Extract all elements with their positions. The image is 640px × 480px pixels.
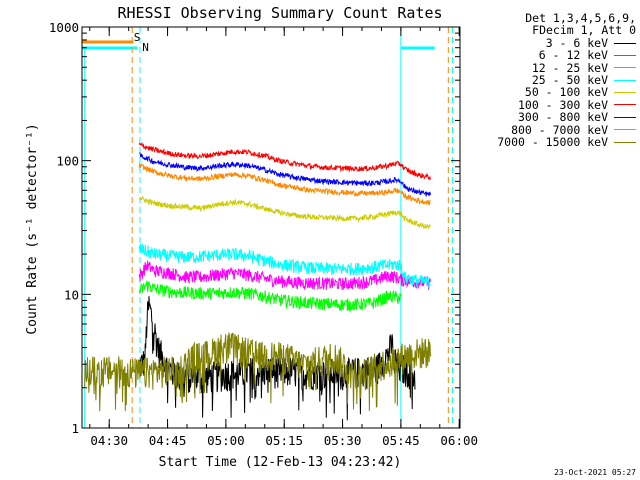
legend-label: 7000 - 15000 keV [497,134,608,149]
annotation-s: S [134,31,141,44]
annotation-n: N [142,41,149,54]
y-tick-label: 10 [64,287,79,302]
legend-item: 3 - 6 keV [480,35,636,50]
legend-header-line-2: FDecim 1, Att 0 [532,23,636,38]
legend-label: 12 - 25 keV [531,60,608,75]
legend-label: 100 - 300 keV [517,97,608,112]
series-line-2 [138,260,431,291]
x-tick-label: 05:45 [382,433,420,448]
legend-label: 50 - 100 keV [524,85,608,100]
legend-item: 7000 - 15000 keV [480,136,636,148]
plot-frame [81,26,461,429]
axes-layer: 04:30 04:45 05:00 05:15 05:30 05:45 06:00 1 10 10… [49,20,478,448]
series-line-9 [84,332,431,412]
legend-item: 12 - 25 keV [480,60,636,75]
x-tick-label: 05:30 [324,433,362,448]
legend-item: 6 - 12 keV [480,48,636,63]
legend-swatch [614,67,636,69]
x-tick-label: 06:00 [440,433,478,448]
legend: Det 1,3,4,5,6,9, FDecim 1, Att 0 3 - 6 k… [480,12,636,148]
legend-swatch [614,104,636,106]
series-line-7 [139,152,431,197]
legend-swatch [614,42,636,44]
y-tick-label: 1000 [49,20,79,35]
legend-swatch [614,92,636,94]
x-axis-label: Start Time (12-Feb-13 04:23:42) [159,455,402,470]
legend-label: 800 - 7000 keV [511,122,608,137]
y-tick-label: 100 [56,154,79,169]
series-layer [84,141,431,421]
legend-header-line-1: Det 1,3,4,5,6,9, [525,11,636,25]
legend-item: 300 - 800 keV [480,110,636,125]
series-line-8 [138,162,431,206]
series-line-4 [138,244,431,289]
legend-item: 50 - 100 keV [480,85,636,100]
legend-rows: 3 - 6 keV 6 - 12 keV 12 - 25 keV 25 - 50 ke… [480,35,636,148]
legend-swatch [614,79,636,81]
legend-swatch [614,116,636,118]
legend-label: 3 - 6 keV [545,35,608,50]
series-line-6 [138,141,431,181]
x-tick-label: 05:15 [265,433,303,448]
overlay-lines: SN [82,27,454,428]
chart-title: RHESSI Observing Summary Count Rates [117,4,442,22]
legend-item: 800 - 7000 keV [480,122,636,137]
x-tick-label: 05:00 [207,433,245,448]
series-line-3 [138,280,402,313]
x-tick-label: 04:30 [90,433,128,448]
x-tick-label: 04:45 [149,433,187,448]
legend-swatch [614,54,636,56]
series-line-5 [139,196,431,229]
legend-item: 25 - 50 keV [480,74,636,86]
timestamp: 23-Oct-2021 05:27 [554,468,636,477]
legend-label: 6 - 12 keV [538,48,608,63]
y-axis-label: Count Rate (s⁻¹ detector⁻¹) [25,123,40,334]
legend-label: 25 - 50 keV [531,72,608,87]
legend-swatch [614,129,636,131]
y-tick-label: 1 [71,421,79,436]
legend-swatch [614,141,636,143]
legend-label: 300 - 800 keV [517,110,608,125]
legend-item: 100 - 300 keV [480,97,636,112]
